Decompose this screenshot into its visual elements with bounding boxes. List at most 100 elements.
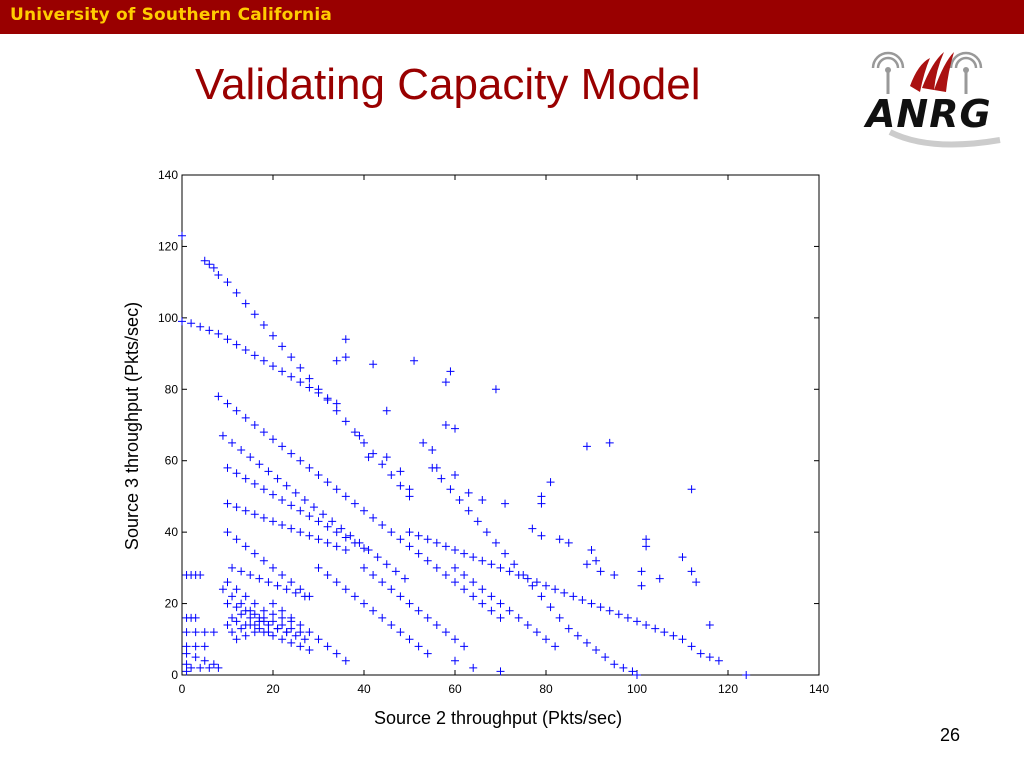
- scatter-point: [332, 356, 341, 365]
- scatter-point: [555, 613, 564, 622]
- scatter-point: [232, 617, 241, 626]
- scatter-point: [405, 528, 414, 537]
- scatter-point: [382, 406, 391, 415]
- x-tick-label: 60: [448, 682, 462, 696]
- x-tick-label: 120: [718, 682, 738, 696]
- scatter-point: [323, 538, 332, 547]
- scatter-point: [237, 610, 246, 619]
- scatter-point: [191, 642, 200, 651]
- scatter-point: [287, 617, 296, 626]
- scatter-point: [232, 406, 241, 415]
- scatter-point: [542, 581, 550, 590]
- scatter-point: [478, 599, 487, 608]
- scatter-point: [287, 638, 296, 647]
- scatter-point: [241, 592, 250, 601]
- y-axis-label: Source 3 throughput (Pkts/sec): [122, 302, 142, 550]
- scatter-point: [678, 553, 687, 562]
- scatter-point: [350, 499, 359, 508]
- scatter-point: [705, 653, 714, 662]
- scatter-point: [296, 585, 305, 594]
- scatter-point: [346, 531, 355, 540]
- scatter-point: [546, 478, 555, 487]
- scatter-point: [578, 596, 587, 604]
- scatter-point: [228, 438, 237, 447]
- scatter-point: [264, 621, 273, 629]
- scatter-point: [487, 560, 496, 569]
- scatter-point: [314, 635, 323, 644]
- scatter-point: [382, 453, 391, 462]
- scatter-point: [396, 467, 405, 476]
- scatter-point: [446, 485, 455, 494]
- scatter-point: [273, 474, 282, 483]
- scatter-point: [241, 474, 250, 483]
- scatter-point: [223, 599, 232, 608]
- scatter-point: [519, 571, 528, 579]
- scatter-point: [660, 628, 669, 637]
- scatter-point: [250, 421, 259, 429]
- scatter-point: [214, 271, 223, 279]
- scatter-point: [178, 317, 186, 326]
- scatter-point: [209, 263, 218, 272]
- scatter-point: [469, 663, 478, 672]
- scatter-point: [469, 592, 478, 601]
- scatter-point: [419, 438, 428, 447]
- scatter-point: [369, 571, 378, 579]
- scatter-point: [182, 649, 191, 658]
- scatter-point: [305, 383, 314, 392]
- scatter-point: [523, 574, 532, 583]
- scatter-point: [396, 592, 405, 601]
- scatter-point: [278, 613, 287, 622]
- scatter-point: [441, 421, 450, 429]
- scatter-point: [305, 374, 314, 383]
- scatter-point: [501, 549, 510, 558]
- scatter-point: [505, 606, 514, 615]
- scatter-point: [601, 653, 610, 662]
- scatter-point: [264, 467, 273, 476]
- scatter-point: [473, 517, 482, 526]
- scatter-point: [400, 574, 409, 583]
- scatter-point: [464, 488, 473, 497]
- scatter-point: [191, 628, 200, 637]
- scatter-point: [451, 635, 459, 644]
- scatter-point: [687, 642, 696, 651]
- scatter-point: [382, 560, 391, 569]
- scatter-point: [332, 399, 341, 408]
- scatter-point: [341, 417, 350, 426]
- scatter-point: [296, 363, 305, 372]
- scatter-point: [360, 506, 368, 515]
- scatter-point: [218, 585, 227, 594]
- scatter-point: [614, 610, 623, 619]
- scatter-point: [560, 588, 569, 597]
- scatter-point: [605, 606, 614, 615]
- scatter-point: [451, 424, 459, 433]
- scatter-point: [278, 635, 287, 644]
- scatter-point: [410, 356, 419, 365]
- scatter-point: [323, 642, 332, 651]
- scatter-point: [178, 231, 186, 240]
- scatter-point: [237, 599, 246, 608]
- scatter-point: [364, 453, 373, 462]
- scatter-point: [451, 471, 459, 479]
- scatter-point: [642, 621, 651, 629]
- scatter-point: [300, 496, 309, 504]
- scatter-point: [369, 360, 378, 369]
- y-tick-label: 80: [165, 382, 179, 396]
- scatter-point: [214, 392, 223, 401]
- scatter-point: [250, 549, 259, 558]
- scatter-point: [610, 660, 619, 669]
- plot-area: [181, 174, 820, 676]
- scatter-point: [432, 621, 441, 629]
- scatter-point: [287, 624, 296, 633]
- scatter-point: [205, 663, 214, 672]
- scatter-point: [241, 506, 250, 515]
- scatter-point: [460, 642, 469, 651]
- scatter-point: [596, 603, 605, 612]
- scatter-point: [296, 642, 305, 651]
- scatter-point: [391, 567, 400, 576]
- scatter-point: [182, 642, 191, 651]
- scatter-point: [637, 581, 646, 590]
- scatter-point: [441, 378, 450, 387]
- scatter-point: [237, 567, 246, 576]
- scatter-point: [232, 635, 241, 644]
